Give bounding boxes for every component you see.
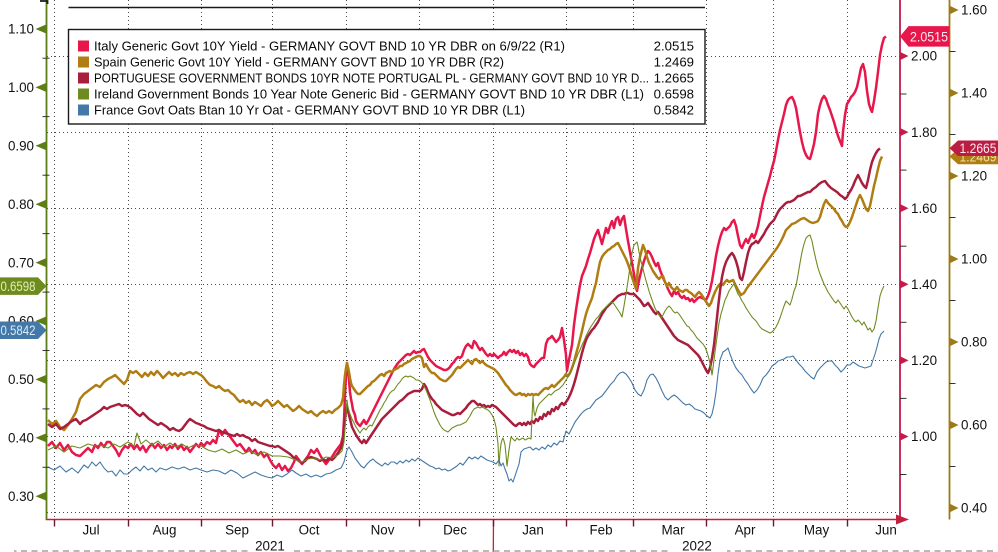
svg-text:1.00: 1.00 (911, 429, 937, 444)
svg-text:2022: 2022 (682, 539, 712, 552)
svg-text:1.00: 1.00 (8, 80, 34, 95)
svg-text:1.60: 1.60 (961, 3, 987, 18)
svg-text:1.10: 1.10 (8, 22, 34, 37)
svg-text:0.80: 0.80 (961, 335, 987, 350)
svg-text:0.50: 0.50 (8, 372, 34, 387)
svg-text:0.6598: 0.6598 (1, 278, 36, 294)
svg-text:Spain Generic Govt 10Y Yield -: Spain Generic Govt 10Y Yield - GERMANY G… (94, 55, 504, 70)
svg-text:Oct: Oct (299, 523, 320, 538)
svg-text:0.5842: 0.5842 (1, 322, 36, 338)
svg-text:0.40: 0.40 (961, 501, 987, 516)
svg-text:0.6598: 0.6598 (654, 87, 694, 102)
svg-text:0.60: 0.60 (961, 418, 987, 433)
svg-text:0.70: 0.70 (8, 255, 34, 270)
svg-text:0.5842: 0.5842 (654, 103, 694, 118)
svg-text:1.20: 1.20 (961, 169, 987, 184)
svg-text:Italy Generic Govt 10Y Yield -: Italy Generic Govt 10Y Yield - GERMANY G… (94, 39, 565, 54)
svg-text:Nov: Nov (371, 523, 395, 538)
svg-text:Dec: Dec (443, 523, 467, 538)
svg-text:PORTUGUESE GOVERNMENT BONDS 10: PORTUGUESE GOVERNMENT BONDS 10YR NOTE PO… (94, 71, 649, 86)
svg-text:1.2469: 1.2469 (654, 55, 694, 70)
svg-text:Feb: Feb (589, 523, 612, 538)
svg-text:Jul: Jul (82, 523, 99, 538)
svg-text:1.80: 1.80 (911, 125, 937, 140)
svg-text:1.00: 1.00 (961, 252, 987, 267)
svg-text:Aug: Aug (153, 523, 177, 538)
svg-text:Jan: Jan (522, 523, 544, 538)
svg-text:0.40: 0.40 (8, 431, 34, 446)
svg-text:1.2665: 1.2665 (654, 71, 694, 86)
svg-text:1.40: 1.40 (961, 86, 987, 101)
svg-text:Ireland Government Bonds 10 Ye: Ireland Government Bonds 10 Year Note Ge… (94, 87, 644, 102)
svg-text:May: May (804, 523, 830, 538)
svg-text:1.60: 1.60 (911, 201, 937, 216)
svg-text:0.90: 0.90 (8, 139, 34, 154)
svg-text:1.40: 1.40 (911, 277, 937, 292)
svg-text:France Govt Oats Btan 10 Yr Oa: France Govt Oats Btan 10 Yr Oat - GERMAN… (94, 103, 525, 118)
svg-text:0.80: 0.80 (8, 197, 34, 212)
svg-text:Sep: Sep (225, 523, 249, 538)
svg-text:2.0515: 2.0515 (654, 39, 694, 54)
svg-text:2021: 2021 (255, 539, 285, 552)
svg-text:Mar: Mar (661, 523, 685, 538)
svg-text:2.0515: 2.0515 (910, 28, 948, 44)
svg-text:2.00: 2.00 (911, 49, 937, 64)
svg-text:0.30: 0.30 (8, 489, 34, 504)
svg-text:1.2665: 1.2665 (960, 140, 997, 156)
svg-text:1.20: 1.20 (911, 353, 937, 368)
svg-text:Apr: Apr (735, 523, 756, 538)
svg-text:Jun: Jun (875, 523, 897, 538)
